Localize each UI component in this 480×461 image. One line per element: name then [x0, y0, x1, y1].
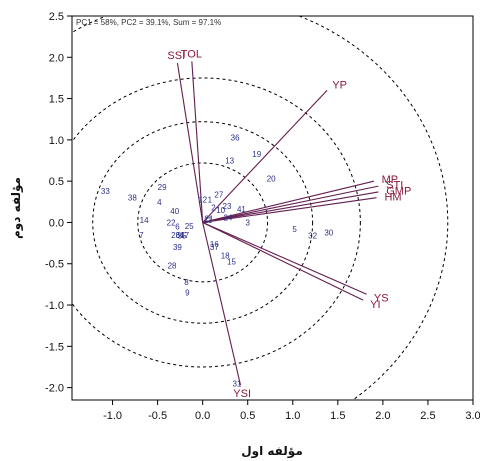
y-tick-label: 0.0 — [49, 217, 64, 229]
x-tick-label: 0.0 — [195, 410, 210, 422]
y-tick-label: 2.0 — [49, 52, 64, 64]
vector-label-tol: TOL — [181, 48, 202, 60]
y-tick-label: -1.0 — [45, 300, 64, 312]
pc-annotation: PC1 = 58%, PC2 = 39.1%, Sum = 97.1% — [76, 18, 221, 27]
x-tick-label: 1.0 — [285, 410, 300, 422]
point-label-31: 31 — [232, 379, 241, 388]
y-tick-label: -1.5 — [45, 341, 64, 353]
point-label-8: 8 — [184, 278, 189, 287]
point-label-25: 25 — [185, 222, 194, 231]
x-tick-label: 2.0 — [375, 410, 390, 422]
point-label-37: 37 — [210, 243, 219, 252]
y-tick-label: 1.0 — [49, 135, 64, 147]
x-tick-label: 3.0 — [465, 410, 480, 422]
x-tick-label: 2.5 — [420, 410, 435, 422]
point-label-36: 36 — [231, 133, 240, 142]
y-tick-label: 2.5 — [49, 11, 64, 23]
x-axis-ticks: -1.0 -0.5 0.0 0.5 1.0 1.5 2.0 2.5 3.0 — [103, 400, 480, 422]
point-label-13: 13 — [225, 157, 234, 166]
y-tick-label: 1.5 — [49, 94, 64, 106]
x-axis-title: مؤلفه اول — [241, 444, 303, 459]
point-label-39: 39 — [173, 243, 182, 252]
point-label-7: 7 — [139, 231, 144, 240]
point-label-24: 24 — [223, 213, 232, 222]
point-label-30: 30 — [324, 228, 333, 237]
point-label-23: 23 — [223, 202, 232, 211]
x-tick-label: 0.5 — [240, 410, 255, 422]
point-label-3: 3 — [245, 218, 250, 227]
point-label-14: 14 — [140, 216, 149, 225]
point-label-21: 21 — [205, 214, 214, 223]
point-label-5: 5 — [292, 225, 297, 234]
y-axis-ticks: -2.0 -1.5 -1.0 -0.5 0.0 0.5 1.0 1.5 2.0 2.5 — [45, 11, 72, 395]
vector-label-yi: YI — [370, 299, 380, 311]
point-label-27: 27 — [214, 190, 223, 199]
y-tick-label: -2.0 — [45, 383, 64, 395]
x-tick-label: -0.5 — [148, 410, 167, 422]
x-tick-label: -1.0 — [103, 410, 122, 422]
point-label-40: 40 — [170, 207, 179, 216]
point-label-38: 38 — [128, 194, 137, 203]
point-label-29: 29 — [158, 183, 167, 192]
point-label-41: 41 — [237, 205, 246, 214]
y-tick-label: -0.5 — [45, 259, 64, 271]
point-label-28: 28 — [168, 261, 177, 270]
point-label-9: 9 — [185, 289, 190, 298]
point-label-33: 33 — [101, 187, 110, 196]
point-label-32: 32 — [308, 232, 317, 241]
vector-label-ysi: YSI — [233, 388, 251, 400]
point-label-22: 22 — [167, 218, 176, 227]
point-label-18: 18 — [221, 251, 230, 260]
y-axis-title: مؤلفه دوم — [9, 177, 24, 239]
point-label-12: 12 — [198, 195, 207, 204]
vector-label-yp: YP — [332, 79, 347, 91]
vector-label-hm: HM — [384, 191, 401, 203]
y-tick-label: 0.5 — [49, 176, 64, 188]
point-label-19: 19 — [252, 150, 261, 159]
point-label-20: 20 — [267, 175, 276, 184]
x-tick-label: 1.5 — [330, 410, 345, 422]
point-label-35: 35 — [177, 232, 186, 241]
point-label-4: 4 — [157, 198, 162, 207]
